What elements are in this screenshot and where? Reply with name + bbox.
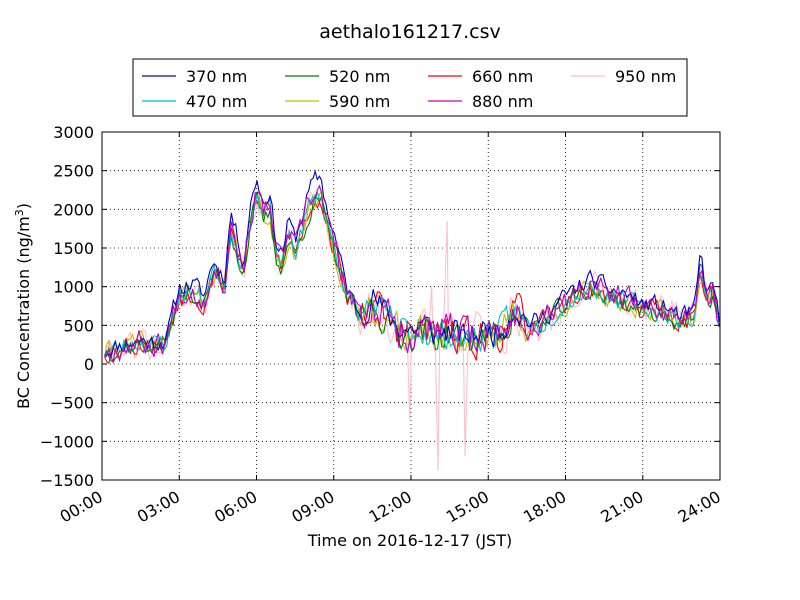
y-tick-label: −1500 — [40, 471, 94, 490]
legend-label: 470 nm — [186, 92, 247, 111]
series-line-880-nm — [104, 184, 720, 365]
tick-layer — [101, 131, 721, 481]
legend-label: 880 nm — [472, 92, 533, 111]
legend-item: 880 nm — [428, 92, 533, 111]
legend-label: 950 nm — [615, 67, 676, 86]
y-tick-labels: 3000 2500 2000 1500 1000 500 0 −500 −1000 −1500 — [40, 123, 94, 490]
legend-label: 660 nm — [472, 67, 533, 86]
series-line-470-nm — [104, 191, 720, 357]
y-tick-label: 500 — [63, 316, 94, 335]
plot-area — [101, 131, 721, 481]
legend-item: 370 nm — [142, 67, 247, 86]
legend-item: 470 nm — [142, 92, 247, 111]
y-tick-label: 2500 — [53, 162, 94, 181]
y-tick-label: 1000 — [53, 278, 94, 297]
legend-item: 660 nm — [428, 67, 533, 86]
legend-item: 520 nm — [285, 67, 390, 86]
legend-label: 590 nm — [329, 92, 390, 111]
y-tick-label: −1000 — [40, 432, 94, 451]
y-tick-label: −500 — [50, 394, 94, 413]
legend-label: 370 nm — [186, 67, 247, 86]
y-tick-label: 3000 — [53, 123, 94, 142]
legend-box — [132, 58, 688, 117]
y-tick-label: 0 — [84, 355, 94, 374]
legend-items: 370 nm 470 nm 520 nm 590 nm 660 nm 880 nm 950 … — [142, 67, 676, 111]
series-layer — [104, 169, 720, 471]
legend-item: 590 nm — [285, 92, 390, 111]
y-tick-label: 1500 — [53, 239, 94, 258]
series-line-370-nm — [104, 169, 720, 359]
y-axis-label-main: BC Concentration (ng/m — [14, 216, 33, 409]
y-axis-label-end: ) — [14, 203, 33, 209]
legend: 370 nm 470 nm 520 nm 590 nm 660 nm 880 nm 950 … — [132, 58, 688, 117]
x-axis-label: Time on 2016-12-17 (JST) — [307, 531, 512, 550]
y-axis-label: BC Concentration (ng/m3) — [13, 203, 33, 409]
legend-item: 950 nm — [571, 67, 676, 86]
y-tick-label: 2000 — [53, 200, 94, 219]
chart-title: aethalo161217.csv — [319, 21, 501, 43]
legend-label: 520 nm — [329, 67, 390, 86]
y-axis-label-superscript: 3 — [13, 209, 26, 216]
